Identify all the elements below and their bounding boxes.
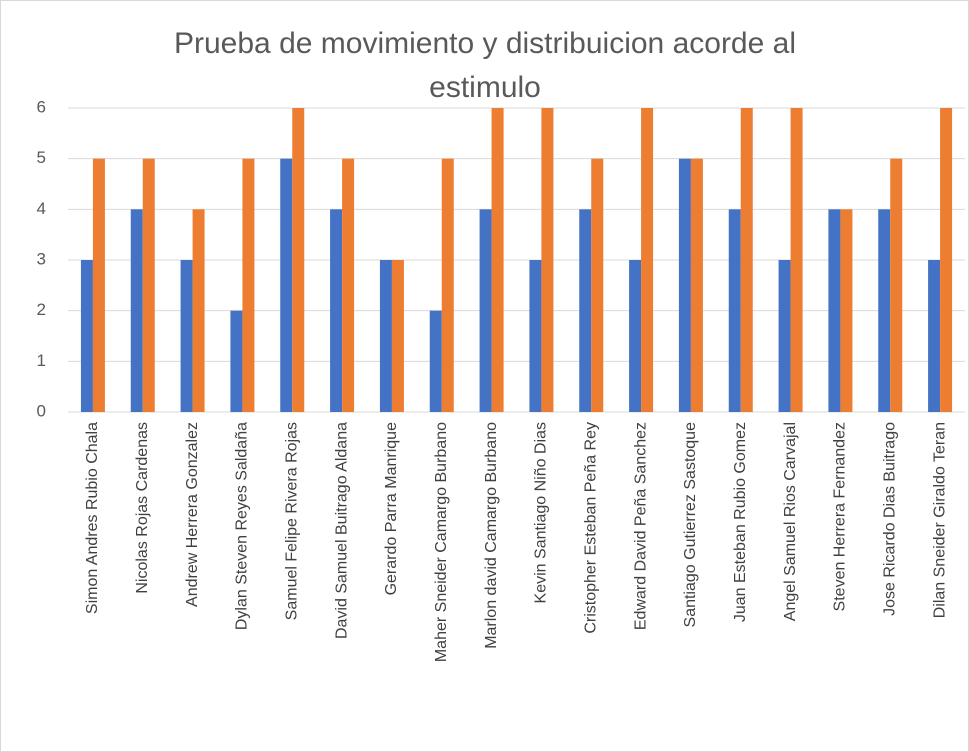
x-tick-label: Cristopher Esteban Peña Rey	[582, 422, 599, 634]
bar	[728, 209, 741, 412]
y-tick-label: 4	[37, 199, 46, 218]
bar	[790, 108, 803, 412]
y-tick-label: 2	[37, 300, 46, 319]
bar	[529, 260, 542, 412]
bar	[292, 108, 305, 412]
x-tick-label: Santiago Gutierrez Sastoque	[682, 422, 699, 628]
y-tick-label: 3	[37, 249, 46, 268]
bar	[890, 158, 903, 412]
bar	[180, 260, 193, 412]
x-tick-label: Maher Sneider Camargo Burbano	[433, 422, 450, 662]
bar	[479, 209, 492, 412]
y-tick-label: 6	[37, 97, 46, 116]
bar	[280, 158, 293, 412]
x-tick-label: Kevin Santiago Niño Dias	[533, 422, 550, 603]
x-tick-label: Dylan Steven Reyes Saldaña	[234, 422, 251, 630]
bar	[242, 158, 255, 412]
bar	[541, 108, 554, 412]
x-tick-label: Juan Esteban Rubio Gomez	[732, 422, 749, 622]
x-tick-label: Jose Ricardo Dias Buitrago	[881, 422, 898, 616]
bar	[840, 209, 853, 412]
chart-title: Prueba de movimiento y distribuicion aco…	[174, 27, 796, 104]
bar	[641, 108, 654, 412]
x-tick-label: Samuel Felipe Rivera Rojas	[283, 422, 300, 620]
x-tick-label: Angel Samuel Rios Carvajal	[782, 422, 799, 621]
x-tick-label: Edward David Peña Sanchez	[632, 422, 649, 630]
bar	[928, 260, 941, 412]
bar	[230, 310, 243, 412]
y-tick-label: 0	[37, 401, 46, 420]
bar	[192, 209, 205, 412]
bar	[491, 108, 504, 412]
x-tick-label: Andrew Herrera Gonzalez	[184, 422, 201, 607]
bar	[429, 310, 442, 412]
x-tick-label: Steven Herrera Fernandez	[832, 422, 849, 611]
bar	[778, 260, 791, 412]
bar	[130, 209, 143, 412]
x-tick-label: Nicolas Rojas Cardenas	[134, 422, 151, 594]
x-tick-label: Marlon david Camargo Burbano	[483, 422, 500, 649]
bar	[878, 209, 891, 412]
x-tick-label: David Samuel Buitrago Aldana	[333, 422, 350, 639]
y-tick-label: 5	[37, 148, 46, 167]
bar	[441, 158, 454, 412]
y-tick-label: 1	[37, 351, 46, 370]
bar	[678, 158, 691, 412]
bar	[828, 209, 841, 412]
bar	[740, 108, 753, 412]
x-tick-label: Gerardo Parra Manrique	[383, 422, 400, 596]
bar	[629, 260, 642, 412]
bar	[579, 209, 592, 412]
bar	[690, 158, 703, 412]
bar	[342, 158, 355, 412]
x-tick-label: Simon Andres Rubio Chala	[84, 422, 101, 614]
bar	[330, 209, 343, 412]
x-tick-label: Dilan Sneider Giraldo Teran	[931, 422, 948, 618]
bar	[142, 158, 155, 412]
bar	[391, 260, 404, 412]
bar	[80, 260, 93, 412]
bar	[379, 260, 392, 412]
bar	[940, 108, 953, 412]
bar	[591, 158, 604, 412]
bar	[92, 158, 105, 412]
